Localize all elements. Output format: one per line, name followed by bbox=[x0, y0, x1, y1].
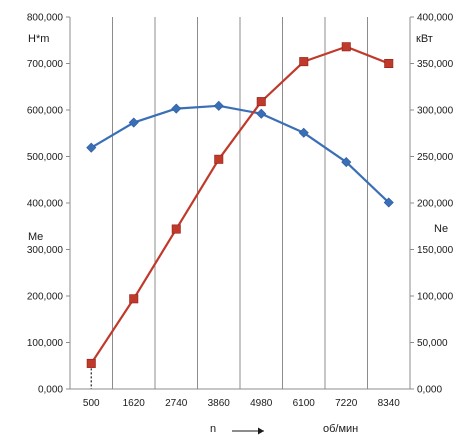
data-point-marker bbox=[298, 127, 309, 138]
x-axis-tick-label: 2740 bbox=[165, 398, 188, 409]
left-axis-name-label: Me bbox=[28, 231, 43, 243]
right-axis-tick-label: 350,000 bbox=[417, 59, 454, 70]
data-point-marker bbox=[213, 100, 224, 111]
left-axis-tick-label: 500,000 bbox=[27, 152, 64, 163]
data-point-marker bbox=[256, 108, 267, 119]
grid-layer bbox=[112, 17, 368, 389]
data-point-marker bbox=[171, 103, 182, 114]
left-axis-tick-label: 600,000 bbox=[27, 106, 64, 117]
right-axis-name-label: Ne bbox=[434, 223, 448, 235]
right-axis-tick-label: 50,000 bbox=[417, 338, 448, 349]
data-point-marker bbox=[128, 117, 139, 128]
x-axis-tick-label: 3860 bbox=[208, 398, 231, 409]
data-point-marker bbox=[256, 97, 266, 107]
right-axis-tick-label: 250,000 bbox=[417, 152, 454, 163]
left-axis-tick-label: 700,000 bbox=[27, 59, 64, 70]
left-axis-tick-label: 400,000 bbox=[27, 199, 64, 210]
x-axis-tick-label: 8340 bbox=[378, 398, 401, 409]
data-point-marker bbox=[383, 197, 394, 208]
data-point-marker bbox=[86, 358, 96, 368]
right-axis-tick-label: 200,000 bbox=[417, 199, 454, 210]
right-axis-tick-label: 150,000 bbox=[417, 245, 454, 256]
series-line-right-axis bbox=[90, 45, 390, 365]
left-axis-unit-label: Н*m bbox=[28, 33, 49, 45]
right-axis-tick-label: 300,000 bbox=[417, 106, 454, 117]
right-axis-tick-label: 0,000 bbox=[417, 385, 442, 396]
data-point-marker bbox=[171, 224, 181, 234]
x-axis-unit-label: об/мин bbox=[323, 423, 358, 435]
x-direction-arrow bbox=[232, 427, 264, 435]
data-point-marker bbox=[86, 142, 97, 153]
left-axis-tick-label: 300,000 bbox=[27, 245, 64, 256]
x-axis-name-label: n bbox=[210, 423, 216, 435]
x-axis-tick-label: 1620 bbox=[123, 398, 146, 409]
right-axis-unit-label: кВт bbox=[416, 33, 433, 45]
left-axis-tick-label: 0,000 bbox=[38, 385, 63, 396]
label-layer: 0,000 100,000 200,000 300,000 400,000 500,000… bbox=[27, 13, 454, 410]
x-axis-tick-label: 7220 bbox=[335, 398, 358, 409]
data-point-marker bbox=[129, 294, 139, 304]
right-axis-tick-label: 400,000 bbox=[417, 13, 454, 24]
data-point-marker bbox=[214, 154, 224, 164]
right-axis-tick-label: 100,000 bbox=[417, 292, 454, 303]
data-point-marker bbox=[341, 157, 352, 168]
left-axis-tick-label: 200,000 bbox=[27, 292, 64, 303]
series-layer bbox=[86, 42, 394, 389]
x-axis-tick-label: 6100 bbox=[293, 398, 316, 409]
x-axis-tick-label: 500 bbox=[83, 398, 100, 409]
left-axis-tick-label: 800,000 bbox=[27, 13, 64, 24]
axis-layer bbox=[66, 16, 414, 390]
left-axis-tick-label: 100,000 bbox=[27, 338, 64, 349]
x-axis-tick-label: 4980 bbox=[250, 398, 273, 409]
data-point-marker bbox=[299, 57, 309, 67]
data-point-marker bbox=[384, 58, 394, 68]
data-point-marker bbox=[341, 42, 351, 52]
series-line-left-axis bbox=[90, 104, 390, 204]
